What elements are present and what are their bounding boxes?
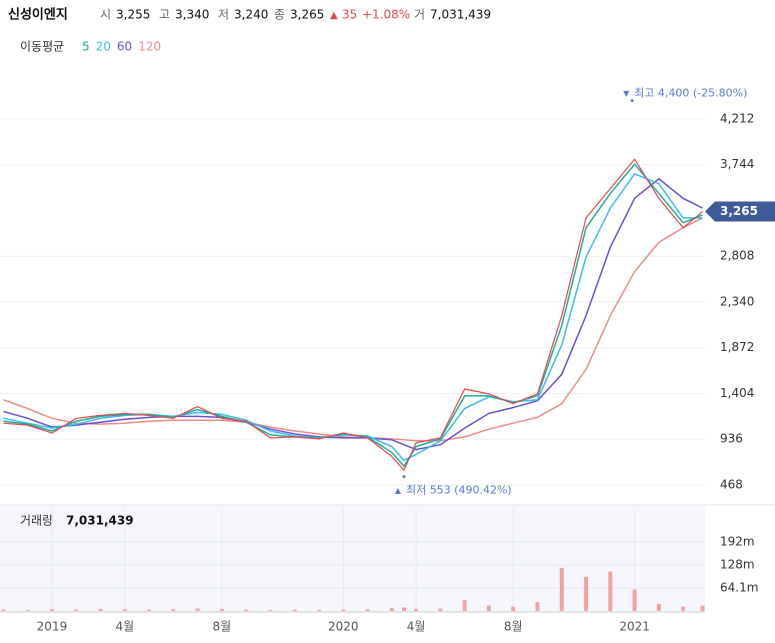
volume-bar: [244, 609, 249, 611]
volume-bar: [74, 609, 79, 611]
legend-entry: 60: [117, 40, 132, 54]
volume-bar: [632, 589, 637, 611]
up-icon: ▲: [330, 10, 338, 21]
open: 3,255: [116, 8, 150, 22]
annotation-point: [402, 475, 406, 479]
price-line: [3, 158, 703, 472]
y-tick-label: 936: [720, 432, 743, 446]
ma-line: [3, 162, 703, 468]
x-tick-label: 2021: [619, 620, 650, 634]
volume-bar: [389, 608, 394, 611]
volume-bar: [25, 609, 30, 611]
y-tick-label: 2,808: [720, 249, 754, 263]
annotation: 최저 553 (490.42%): [406, 484, 512, 497]
x-tick-label: 2019: [37, 620, 68, 634]
volume-bar: [341, 609, 346, 611]
ma-line: [3, 172, 703, 462]
volume-bar: [195, 608, 200, 611]
x-tick-label: 4월: [115, 620, 134, 634]
legend-title: 이동평균: [20, 40, 64, 54]
change: 35: [342, 8, 357, 22]
change-pct: +1.08%: [362, 8, 410, 22]
stock-name: 신성이엔지: [8, 7, 68, 23]
volume-bar: [122, 609, 127, 611]
x-tick-label: 2020: [328, 620, 359, 634]
y-tick-label: 1,872: [720, 340, 754, 354]
volume-title: 거래량: [20, 514, 53, 528]
volume-bar: [462, 600, 467, 611]
x-tick-label: 8월: [213, 620, 232, 634]
volume-bar: [535, 602, 540, 611]
volume-tick-label: 128m: [720, 557, 755, 571]
open-label: 시: [100, 8, 111, 22]
volume-bar: [401, 607, 406, 611]
volume-bar: [486, 605, 491, 611]
volume-bar: [414, 608, 419, 611]
annotation-icon: ▼: [623, 89, 630, 98]
annotation: 최고 4,400 (-25.80%): [634, 87, 747, 100]
volume-bar: [584, 576, 589, 611]
volume-bar: [268, 609, 273, 611]
volume-bar: [219, 609, 224, 611]
y-tick-label: 2,340: [720, 294, 754, 308]
volume-bar: [511, 606, 516, 611]
y-tick-label: 1,404: [720, 386, 754, 400]
annotation-icon: ▲: [395, 486, 402, 495]
low-label: 저: [218, 8, 229, 22]
ma-line: [3, 217, 703, 442]
current-price-tag: [705, 201, 775, 222]
header: 신성이엔지 시 3,255 고 3,340 저 3,240 종 3,265 ▲ …: [8, 7, 491, 23]
volume-bar: [171, 609, 176, 611]
ma-line: [3, 177, 703, 451]
close-label: 종: [274, 8, 285, 22]
volume-tick-label: 192m: [720, 534, 755, 548]
y-tick-label: 468: [720, 477, 743, 491]
volume-bar: [147, 609, 152, 611]
volume-bar: [681, 606, 686, 611]
volume-bar: [656, 603, 661, 611]
volume-bar: [316, 609, 321, 611]
legend-entry: 120: [138, 40, 161, 54]
current-price-label: 3,265: [720, 204, 758, 218]
legend-entry: 5: [82, 40, 90, 54]
volume-bar: [292, 609, 297, 611]
volume: 7,031,439: [430, 8, 491, 22]
x-tick-label: 8월: [504, 620, 523, 634]
close: 3,265: [290, 8, 324, 22]
volume-bar: [1, 609, 6, 611]
volume-tick-label: 64.1m: [720, 580, 758, 594]
high-label: 고: [159, 8, 170, 22]
y-tick-label: 4,212: [720, 111, 754, 125]
volume-label: 거: [414, 8, 425, 22]
volume-bar: [438, 608, 443, 611]
annotation-point: [630, 99, 634, 103]
volume-bar: [49, 609, 54, 611]
y-tick-label: 3,744: [720, 157, 754, 171]
volume-bar: [608, 571, 613, 611]
volume-total: 7,031,439: [66, 514, 134, 528]
x-tick-label: 4월: [407, 620, 426, 634]
high: 3,340: [175, 8, 209, 22]
low: 3,240: [234, 8, 268, 22]
volume-bar: [700, 605, 705, 611]
volume-bar: [98, 608, 103, 611]
legend-entry: 20: [96, 40, 111, 54]
volume-bar: [559, 567, 564, 611]
volume-bar: [365, 609, 370, 611]
